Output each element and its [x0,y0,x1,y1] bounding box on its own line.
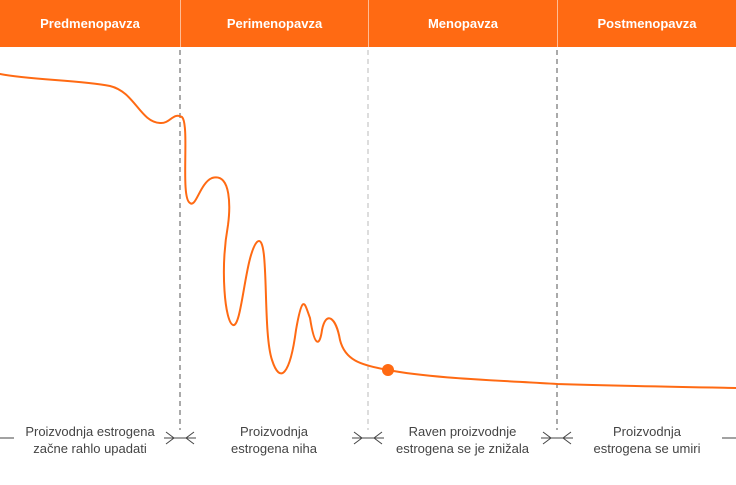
phase-description-menopavza: Raven proizvodnje estrogena se je znižala [396,424,529,456]
phase-label-perimenopavza: Perimenopavza [180,0,368,47]
phase-description-predmenopavza: Proizvodnja estrogena začne rahlo upadati [25,424,155,456]
phase-description-perimenopavza: Proizvodnja estrogena niha [230,424,317,456]
phase-range-brackets [0,431,736,445]
phase-label-menopavza: Menopavza [368,0,557,47]
phase-description-postmenopavza: Proizvodnja estrogena se umiri [593,424,701,456]
phase-label-postmenopavza: Postmenopavza [557,0,736,47]
phase-label-predmenopavza: Predmenopavza [40,16,140,31]
phase-header-bar: Predmenopavza Perimenopavza Menopavza Po… [0,0,736,47]
menopause-marker [382,364,394,376]
